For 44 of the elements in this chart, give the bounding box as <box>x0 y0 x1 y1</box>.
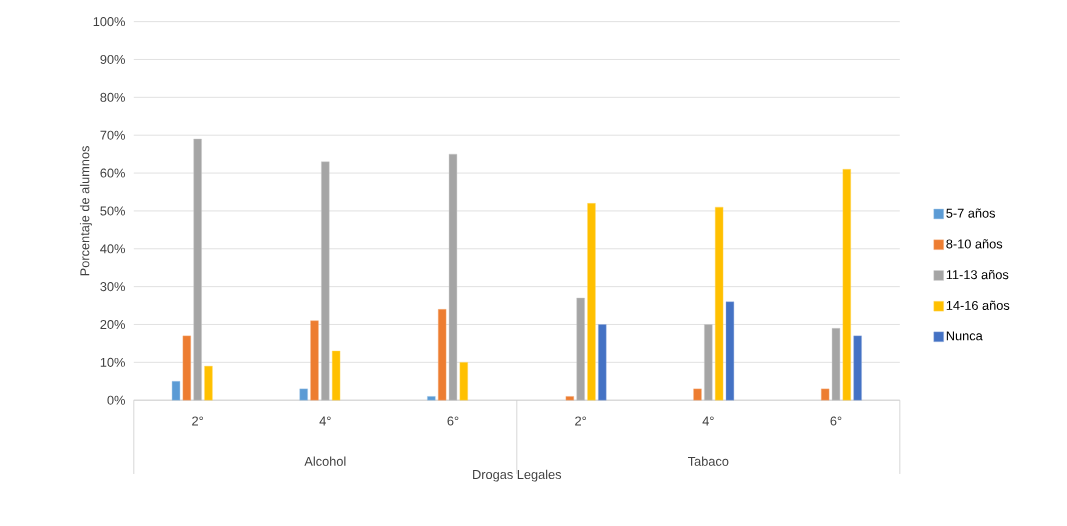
y-tick-label: 30% <box>100 282 125 292</box>
bar <box>204 365 213 401</box>
bar <box>693 388 702 401</box>
y-axis-title: Porcentaje de alumnos <box>79 146 92 276</box>
bar <box>853 335 862 401</box>
legend-label: 5-7 años <box>946 208 996 218</box>
y-tick-label: 20% <box>100 319 125 329</box>
bar <box>565 396 574 401</box>
y-tick-label: 40% <box>100 244 125 254</box>
bar <box>459 362 468 401</box>
bar <box>331 350 341 401</box>
legend-label: Nunca <box>946 331 983 341</box>
x-tick-label: 4° <box>319 416 331 426</box>
bar <box>310 320 319 401</box>
bar <box>725 301 735 401</box>
y-tick-label: 50% <box>100 206 125 216</box>
y-tick-label: 10% <box>100 357 125 367</box>
bar <box>438 309 447 401</box>
x-axis-title: Drogas Legales <box>473 469 562 482</box>
x-tick-label: 2° <box>192 416 203 426</box>
text: Tabaco <box>688 456 729 466</box>
y-tick-label: 90% <box>100 54 125 64</box>
y-tick-label: 70% <box>100 130 125 140</box>
y-tick-label: 80% <box>100 92 125 102</box>
bar <box>821 388 830 401</box>
bar <box>427 396 436 401</box>
y-tick-label: 60% <box>100 168 125 178</box>
text: Alcohol <box>304 456 346 466</box>
bar <box>299 388 308 401</box>
bar <box>587 203 596 401</box>
bar <box>842 169 851 401</box>
x-tick-label: 6° <box>830 416 842 426</box>
x-tick-label: 6° <box>447 416 459 426</box>
bar <box>171 381 181 401</box>
x-tick-label: 2° <box>575 416 586 426</box>
bar <box>182 335 191 401</box>
y-tick-label: 0% <box>107 395 125 405</box>
bar <box>715 206 724 401</box>
legend-label: 8-10 años <box>946 239 1003 249</box>
legend-label: 11-13 años <box>946 269 1009 280</box>
bar <box>598 324 607 401</box>
y-tick-label: 100% <box>93 17 125 27</box>
legend-label: 14-16 años <box>946 300 1010 310</box>
x-tick-label: 4° <box>702 416 714 426</box>
